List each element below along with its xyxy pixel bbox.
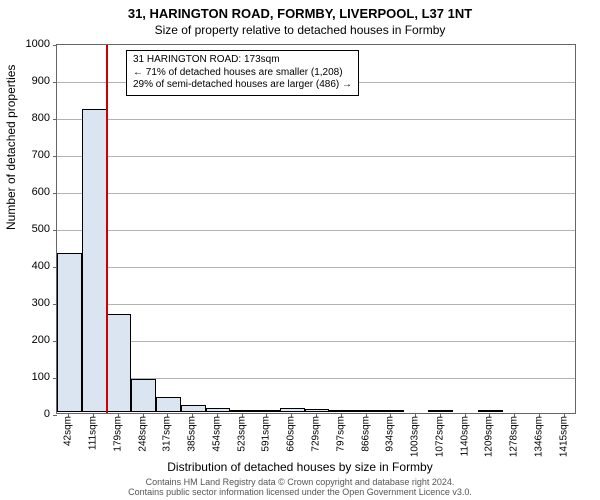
y-tick-label: 500 [10, 223, 50, 235]
histogram-bar [206, 408, 231, 412]
x-tick-label: 1346sqm [533, 416, 544, 457]
histogram-bar [230, 410, 255, 412]
x-tick-label: 179sqm [112, 416, 123, 452]
y-tick-label: 0 [10, 408, 50, 420]
y-tick-mark [53, 415, 57, 416]
y-axis-label: Number of detached properties [4, 65, 18, 230]
y-tick-label: 700 [10, 149, 50, 161]
annotation-line-3: 29% of semi-detached houses are larger (… [133, 79, 352, 92]
histogram-bar [181, 405, 206, 412]
gridline [57, 193, 575, 194]
chart-title: 31, HARINGTON ROAD, FORMBY, LIVERPOOL, L… [0, 0, 600, 21]
x-tick-label: 111sqm [88, 416, 99, 450]
gridline [57, 230, 575, 231]
histogram-bar [428, 410, 453, 412]
x-tick-label: 591sqm [261, 416, 272, 452]
x-tick-label: 1278sqm [509, 416, 520, 457]
histogram-bar [82, 109, 107, 412]
x-tick-label: 866sqm [360, 416, 371, 452]
histogram-bar [107, 314, 132, 412]
gridline [57, 341, 575, 342]
gridline [57, 267, 575, 268]
gridline [57, 119, 575, 120]
histogram-bar [305, 409, 330, 412]
footer-attribution: Contains HM Land Registry data © Crown c… [0, 478, 600, 498]
y-tick-label: 1000 [10, 38, 50, 50]
histogram-bar [354, 410, 379, 412]
y-tick-label: 400 [10, 260, 50, 272]
y-tick-mark [53, 45, 57, 46]
x-tick-label: 248sqm [137, 416, 148, 452]
chart-subtitle: Size of property relative to detached ho… [0, 21, 600, 37]
y-tick-mark [53, 230, 57, 231]
annotation-box: 31 HARINGTON ROAD: 173sqm ← 71% of detac… [126, 50, 359, 96]
y-tick-mark [53, 156, 57, 157]
gridline [57, 304, 575, 305]
histogram-bar [478, 410, 503, 412]
x-tick-label: 934sqm [385, 416, 396, 452]
histogram-bar [156, 397, 181, 412]
x-tick-label: 660sqm [286, 416, 297, 452]
x-tick-label: 523sqm [236, 416, 247, 452]
x-tick-label: 1003sqm [410, 416, 421, 457]
histogram-bar [131, 379, 156, 412]
x-tick-label: 42sqm [63, 416, 74, 446]
x-tick-label: 317sqm [162, 416, 173, 452]
x-tick-label: 1140sqm [459, 416, 470, 456]
gridline [57, 156, 575, 157]
y-tick-label: 200 [10, 334, 50, 346]
histogram-bar [329, 410, 354, 412]
x-tick-label: 1072sqm [434, 416, 445, 457]
y-tick-label: 100 [10, 371, 50, 383]
y-tick-label: 300 [10, 297, 50, 309]
histogram-bar [255, 410, 280, 412]
chart-area: 31 HARINGTON ROAD: 173sqm ← 71% of detac… [56, 44, 576, 414]
histogram-bar [57, 253, 82, 412]
annotation-line-1: 31 HARINGTON ROAD: 173sqm [133, 54, 352, 67]
x-tick-label: 454sqm [211, 416, 222, 452]
y-tick-mark [53, 193, 57, 194]
plot-region [56, 44, 576, 414]
x-tick-label: 1415sqm [558, 416, 569, 457]
y-tick-label: 800 [10, 112, 50, 124]
y-tick-label: 900 [10, 75, 50, 87]
x-tick-label: 1209sqm [484, 416, 495, 457]
x-tick-label: 797sqm [335, 416, 346, 452]
y-tick-mark [53, 119, 57, 120]
reference-line [106, 45, 108, 413]
histogram-bar [280, 408, 305, 412]
y-tick-mark [53, 82, 57, 83]
footer-line-2: Contains public sector information licen… [0, 488, 600, 498]
y-tick-label: 600 [10, 186, 50, 198]
x-tick-label: 729sqm [311, 416, 322, 452]
x-tick-label: 385sqm [187, 416, 198, 452]
annotation-line-2: ← 71% of detached houses are smaller (1,… [133, 67, 352, 80]
x-axis-label: Distribution of detached houses by size … [0, 460, 600, 474]
histogram-bar [379, 410, 404, 412]
